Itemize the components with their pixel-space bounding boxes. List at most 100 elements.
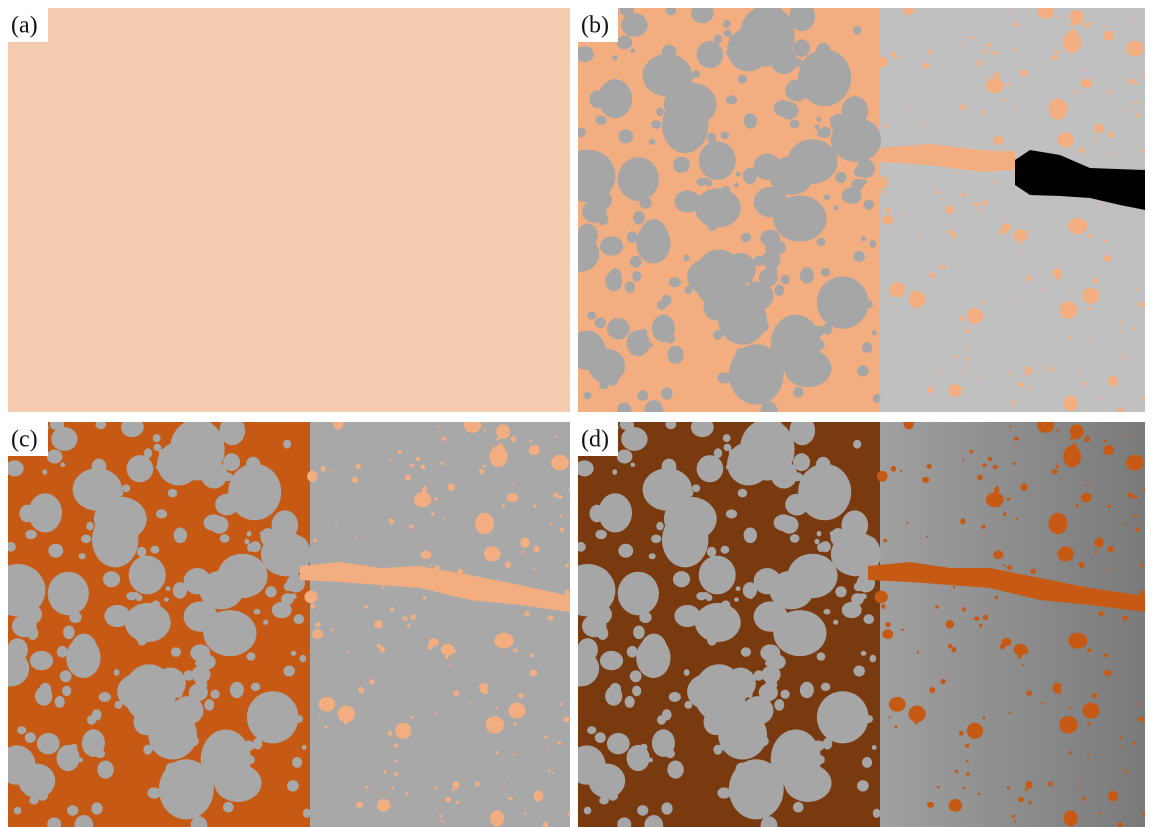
particle [291, 651, 297, 656]
particle [1081, 493, 1093, 502]
particle [1026, 366, 1033, 374]
particle [394, 772, 398, 775]
particle [1007, 786, 1010, 789]
particle [1086, 484, 1088, 486]
particle [969, 450, 973, 454]
particle [1095, 551, 1097, 554]
particle [672, 350, 678, 356]
particle [900, 470, 902, 472]
particle [126, 679, 134, 688]
particle [377, 799, 391, 812]
particle [683, 74, 693, 83]
particle [977, 793, 980, 796]
particle [625, 281, 635, 293]
particle [1083, 797, 1086, 801]
particle [514, 722, 517, 726]
particle [995, 596, 999, 600]
particle [452, 788, 455, 791]
particle [346, 651, 348, 653]
particle [817, 238, 826, 246]
particle [1020, 69, 1028, 77]
particle [507, 493, 519, 502]
particle [790, 120, 800, 129]
particle [441, 644, 455, 656]
particle [14, 807, 22, 815]
particle [1098, 611, 1103, 616]
particle [696, 679, 704, 688]
particle [1133, 495, 1138, 499]
particle [1082, 288, 1099, 304]
particle [983, 716, 986, 719]
particle [1135, 288, 1138, 291]
particle [67, 805, 78, 816]
particle [1016, 104, 1018, 106]
particle [294, 715, 303, 723]
particle [908, 706, 925, 723]
particle [294, 614, 305, 624]
particle [246, 755, 255, 764]
particle [891, 52, 896, 58]
particle [1087, 339, 1090, 341]
particle [769, 655, 785, 669]
particle [430, 564, 433, 566]
particle [940, 265, 946, 270]
particle [512, 484, 514, 486]
particle [699, 141, 736, 180]
particle [1057, 429, 1060, 432]
particle [793, 39, 810, 57]
particle [983, 614, 988, 620]
particle [1127, 772, 1129, 774]
particle [917, 237, 919, 239]
particle [946, 206, 955, 214]
particle [132, 592, 139, 598]
particle [530, 440, 533, 443]
particle [713, 745, 722, 755]
particle [1076, 90, 1079, 93]
particle [551, 455, 569, 471]
particle [553, 492, 558, 497]
particle [736, 172, 741, 177]
particle [736, 348, 749, 360]
particle [1124, 109, 1126, 111]
particle [166, 586, 171, 591]
particle [651, 474, 687, 503]
particle [862, 757, 872, 768]
particle [946, 620, 955, 628]
particle [870, 240, 877, 248]
particle [505, 562, 511, 568]
particle [691, 418, 714, 438]
particle [576, 128, 586, 138]
particle [630, 49, 635, 53]
particle [1007, 497, 1011, 501]
particle [558, 495, 563, 499]
particle [1009, 12, 1011, 14]
particle [179, 594, 184, 599]
particle [1058, 132, 1074, 147]
particle [513, 754, 516, 756]
particle [231, 502, 237, 509]
particle [37, 791, 48, 801]
particle [656, 108, 663, 117]
particle [740, 5, 795, 67]
particle [1123, 354, 1126, 356]
particle [1108, 505, 1112, 508]
particle [1121, 331, 1123, 333]
panel-label: (c) [11, 427, 38, 453]
particle [816, 340, 825, 349]
particle [702, 178, 709, 184]
particle [383, 770, 387, 773]
particle [1020, 483, 1028, 491]
particle [1127, 357, 1129, 359]
particle [1014, 23, 1019, 27]
particle [651, 120, 661, 129]
particle [1098, 397, 1100, 400]
particle [801, 502, 807, 509]
panel-label: (d) [581, 427, 609, 453]
particle [364, 605, 368, 608]
particle [1108, 132, 1114, 139]
particle [568, 745, 605, 784]
particle [908, 291, 925, 308]
particle [815, 583, 827, 593]
particle [102, 765, 108, 771]
matrix [310, 422, 570, 827]
